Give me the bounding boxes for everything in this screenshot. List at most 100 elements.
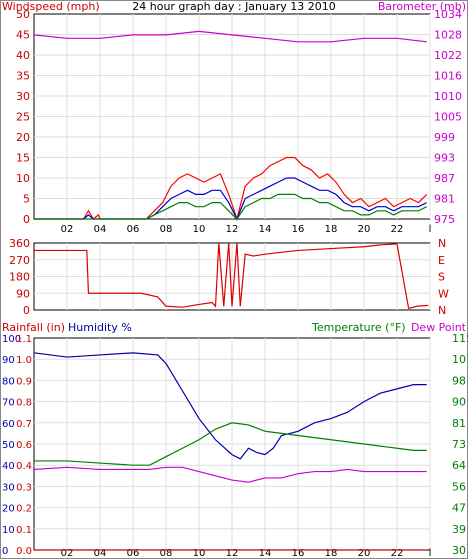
panel-3-temp-tick: 81 — [452, 417, 466, 430]
panel-1-left-tick: 20 — [16, 131, 30, 144]
panel-2-right-tick: N — [438, 304, 446, 317]
panel-3-series-2 — [33, 466, 427, 483]
panel-1-right-axis-label: Barometer (mb) — [378, 0, 466, 13]
panel-1-series-0 — [34, 156, 428, 222]
panel-3-x-tick: l — [429, 548, 432, 559]
panel-3-humidity-tick: 80 — [2, 376, 15, 387]
panel-1-x-tick: 10 — [193, 224, 206, 235]
panel-3-humidity-axis-label: Humidity % — [68, 321, 132, 334]
panel-1-left-axis-label: Windspeed (mph) — [2, 0, 100, 13]
panel-3-temp-tick: 107 — [452, 353, 468, 366]
panel-3-x-tick: 16 — [292, 548, 305, 559]
panel-1-right-tick: 1028 — [434, 29, 462, 42]
panel-3-x-tick: 18 — [325, 548, 338, 559]
panel-3-temp-tick: 47 — [452, 502, 466, 515]
panel-3-temp-tick: 90 — [452, 396, 466, 409]
panel-2-left-tick: 270 — [9, 254, 30, 267]
panel-3-x-tick: 14 — [259, 548, 272, 559]
panel-2-left-tick: 90 — [16, 287, 30, 300]
panel-1-series-3 — [33, 30, 427, 43]
panel-1-x-tick: 06 — [127, 224, 140, 235]
panel-2-series-0 — [34, 242, 429, 309]
panel-3-humidity-tick: 90 — [2, 355, 15, 366]
panel-3-humidity-tick: 40 — [2, 461, 15, 472]
panel-1-left-tick: 15 — [16, 152, 30, 165]
panel-1-right-tick: 1005 — [434, 111, 462, 124]
panel-1-right-tick: 981 — [434, 193, 455, 206]
panel-3-humidity-tick: 70 — [2, 398, 15, 409]
panel-1-series-1 — [34, 177, 427, 221]
panel-3-rain-tick: 0.7 — [16, 419, 32, 430]
panel-3-temp-axis-label: Temperature (°F) — [311, 321, 406, 334]
panel-3-x-tick: 10 — [193, 548, 206, 559]
panel-3-rain-tick: 0.8 — [16, 398, 32, 409]
panel-1-x-tick: 20 — [358, 224, 371, 235]
panel-1-x-tick: 12 — [226, 224, 239, 235]
panel-1-x-tick: l — [429, 224, 432, 235]
panel-3-x-tick: 02 — [61, 548, 74, 559]
panel-3-rain-tick: 1.1 — [16, 334, 32, 345]
panel-1-left-tick: 40 — [16, 49, 30, 62]
panel-1-right-tick: 987 — [434, 172, 455, 185]
panel-3-rain-tick: 0.6 — [16, 440, 32, 451]
panel-3-temp-tick: 56 — [452, 480, 466, 493]
panel-3-x-tick: 20 — [358, 548, 371, 559]
panel-3-rain-tick: 1.0 — [16, 355, 32, 366]
panel-3-humidity-tick: 50 — [2, 440, 15, 451]
panel-2-left-tick: 180 — [9, 271, 30, 284]
panel-1-right-tick: 975 — [434, 213, 455, 226]
panel-1-left-tick: 0 — [23, 213, 30, 226]
panel-1-right-tick: 999 — [434, 131, 455, 144]
panel-2-right-tick: W — [438, 287, 449, 300]
panel-1-right-tick: 1016 — [434, 70, 462, 83]
panel-3-x-tick: 12 — [226, 548, 239, 559]
panel-2-right-tick: N — [438, 237, 446, 250]
panel-3-rain-axis-label: Rainfall (in) — [2, 321, 65, 334]
panel-1-series-2 — [34, 193, 427, 220]
panel-1-right-tick: 1010 — [434, 90, 462, 103]
panel-3-x-tick: 06 — [127, 548, 140, 559]
panel-3-humidity-tick: 60 — [2, 419, 15, 430]
panel-3-rain-tick: 0.3 — [16, 482, 32, 493]
panel-3-rain-tick: 0.2 — [16, 504, 32, 515]
panel-1-left-tick: 45 — [16, 29, 30, 42]
panel-3-rain-tick: 0.9 — [16, 376, 32, 387]
panel-1-left-tick: 25 — [16, 111, 30, 124]
panel-3-x-tick: 04 — [94, 548, 107, 559]
panel-3-humidity-tick: 100 — [2, 334, 21, 345]
panel-3-temp-tick: 30 — [452, 544, 466, 557]
panel-1-left-tick: 5 — [23, 193, 30, 206]
panel-3-humidity-tick: 30 — [2, 482, 15, 493]
panel-3-rain-tick: 0.0 — [16, 546, 32, 557]
panel-3-series-1 — [34, 422, 427, 466]
chart-title: 24 hour graph day : January 13 2010 — [132, 0, 336, 13]
panel-1-left-tick: 30 — [16, 90, 30, 103]
panel-1-right-tick: 1034 — [434, 8, 462, 21]
panel-2-left-tick: 360 — [9, 237, 30, 250]
panel-1-x-tick: 14 — [259, 224, 272, 235]
panel-3-humidity-tick: 0 — [2, 546, 8, 557]
panel-3-temp-tick: 39 — [452, 523, 466, 536]
panel-1-left-tick: 50 — [16, 8, 30, 21]
panel-3-series-0 — [33, 352, 427, 460]
panel-2-right-tick: S — [438, 271, 445, 284]
panel-3-temp-tick: 98 — [452, 374, 466, 387]
panel-3-rain-tick: 0.4 — [16, 461, 32, 472]
panel-1-x-tick: 16 — [292, 224, 305, 235]
panel-1-x-tick: 02 — [61, 224, 74, 235]
panel-1-x-tick: 22 — [391, 224, 404, 235]
panel-3-dewpoint-axis-label: Dew Point — [411, 321, 467, 334]
panel-1-x-tick: 04 — [94, 224, 107, 235]
panel-1-left-tick: 35 — [16, 70, 30, 83]
panel-3-temp-tick: 73 — [452, 438, 466, 451]
panel-3-x-tick: 08 — [160, 548, 173, 559]
panel-1-right-tick: 993 — [434, 152, 455, 165]
panel-2-left-tick: 0 — [23, 304, 30, 317]
panel-2-right-tick: E — [438, 254, 445, 267]
panel-1-x-tick: 18 — [325, 224, 338, 235]
panel-3-humidity-tick: 20 — [2, 504, 15, 515]
panel-3-temp-tick: 64 — [452, 459, 466, 472]
panel-1-x-tick: 08 — [160, 224, 173, 235]
panel-3-humidity-tick: 10 — [2, 525, 15, 536]
